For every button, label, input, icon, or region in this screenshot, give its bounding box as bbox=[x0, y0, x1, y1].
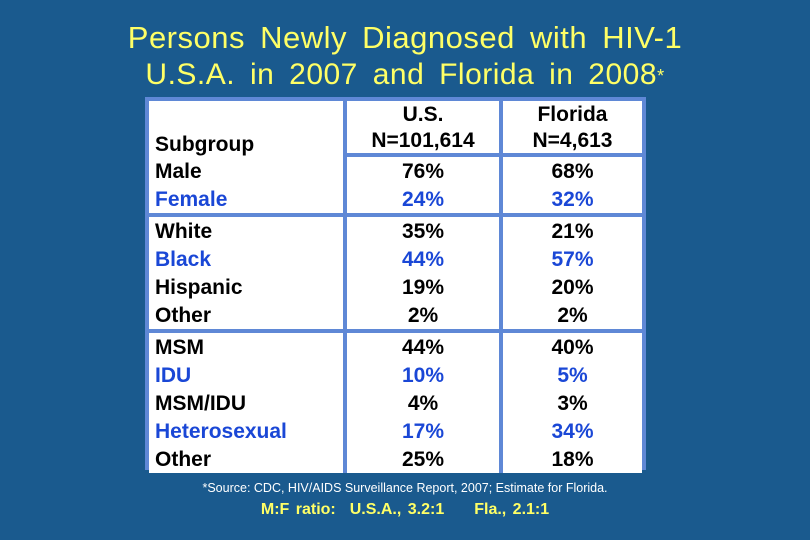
row-florida-value: 18% bbox=[503, 445, 642, 473]
table-row: White 35% 21% bbox=[149, 217, 642, 245]
diagnosis-table: Subgroup U.S. Florida N=101,614 N=4,613 … bbox=[149, 101, 642, 473]
row-florida-value: 5% bbox=[503, 361, 642, 389]
row-subgroup: Male bbox=[149, 157, 347, 185]
header-subgroup: Subgroup bbox=[149, 101, 347, 157]
row-florida-value: 34% bbox=[503, 417, 642, 445]
table-row: IDU 10% 5% bbox=[149, 361, 642, 389]
row-us-value: 76% bbox=[347, 157, 503, 185]
row-florida-value: 40% bbox=[503, 333, 642, 361]
row-subgroup: Hispanic bbox=[149, 273, 347, 301]
ratio-florida: Fla., 2.1:1 bbox=[474, 501, 550, 518]
row-us-value: 10% bbox=[347, 361, 503, 389]
header-florida-n: N=4,613 bbox=[503, 127, 642, 157]
row-subgroup: Black bbox=[149, 245, 347, 273]
ratio-us: U.S.A., 3.2:1 bbox=[349, 501, 445, 518]
table-row: Other 25% 18% bbox=[149, 445, 642, 473]
row-subgroup: Female bbox=[149, 185, 347, 217]
table-row: Female 24% 32% bbox=[149, 185, 642, 217]
header-us-n: N=101,614 bbox=[347, 127, 503, 157]
row-florida-value: 68% bbox=[503, 157, 642, 185]
table-row: Male 76% 68% bbox=[149, 157, 642, 185]
row-us-value: 4% bbox=[347, 389, 503, 417]
row-us-value: 35% bbox=[347, 217, 503, 245]
table-row: Hispanic 19% 20% bbox=[149, 273, 642, 301]
row-florida-value: 57% bbox=[503, 245, 642, 273]
table-row: Other 2% 2% bbox=[149, 301, 642, 333]
slide-title-line2: U.S.A. in 2007 and Florida in 2008* bbox=[0, 58, 810, 92]
table-row: MSM/IDU 4% 3% bbox=[149, 389, 642, 417]
row-florida-value: 2% bbox=[503, 301, 642, 333]
row-florida-value: 21% bbox=[503, 217, 642, 245]
row-florida-value: 20% bbox=[503, 273, 642, 301]
row-us-value: 25% bbox=[347, 445, 503, 473]
row-us-value: 2% bbox=[347, 301, 503, 333]
table-header-row: Subgroup U.S. Florida bbox=[149, 101, 642, 157]
row-florida-value: 32% bbox=[503, 185, 642, 217]
mf-ratio-line: M:F ratio: U.S.A., 3.2:1 Fla., 2.1:1 bbox=[0, 501, 810, 519]
row-us-value: 44% bbox=[347, 333, 503, 361]
row-subgroup: MSM/IDU bbox=[149, 389, 347, 417]
source-footnote: *Source: CDC, HIV/AIDS Surveillance Repo… bbox=[202, 481, 608, 495]
data-table-frame: Subgroup U.S. Florida N=101,614 N=4,613 … bbox=[145, 97, 646, 473]
row-subgroup: Other bbox=[149, 445, 347, 473]
row-subgroup: MSM bbox=[149, 333, 347, 361]
row-us-value: 19% bbox=[347, 273, 503, 301]
table-row: Heterosexual 17% 34% bbox=[149, 417, 642, 445]
row-us-value: 44% bbox=[347, 245, 503, 273]
header-florida-label: Florida bbox=[503, 101, 642, 127]
slide-title-line1: Persons Newly Diagnosed with HIV-1 bbox=[127, 20, 683, 55]
row-subgroup: Heterosexual bbox=[149, 417, 347, 445]
table-header-row-n: N=101,614 N=4,613 bbox=[149, 127, 642, 157]
header-us-label: U.S. bbox=[347, 101, 503, 127]
ratio-label: M:F ratio: bbox=[260, 501, 336, 518]
row-us-value: 17% bbox=[347, 417, 503, 445]
row-florida-value: 3% bbox=[503, 389, 642, 417]
title-asterisk: * bbox=[657, 66, 665, 86]
row-subgroup: IDU bbox=[149, 361, 347, 389]
row-subgroup: Other bbox=[149, 301, 347, 333]
row-subgroup: White bbox=[149, 217, 347, 245]
row-us-value: 24% bbox=[347, 185, 503, 217]
table-row: Black 44% 57% bbox=[149, 245, 642, 273]
table-row: MSM 44% 40% bbox=[149, 333, 642, 361]
slide-title-line2-text: U.S.A. in 2007 and Florida in 2008 bbox=[145, 58, 658, 91]
